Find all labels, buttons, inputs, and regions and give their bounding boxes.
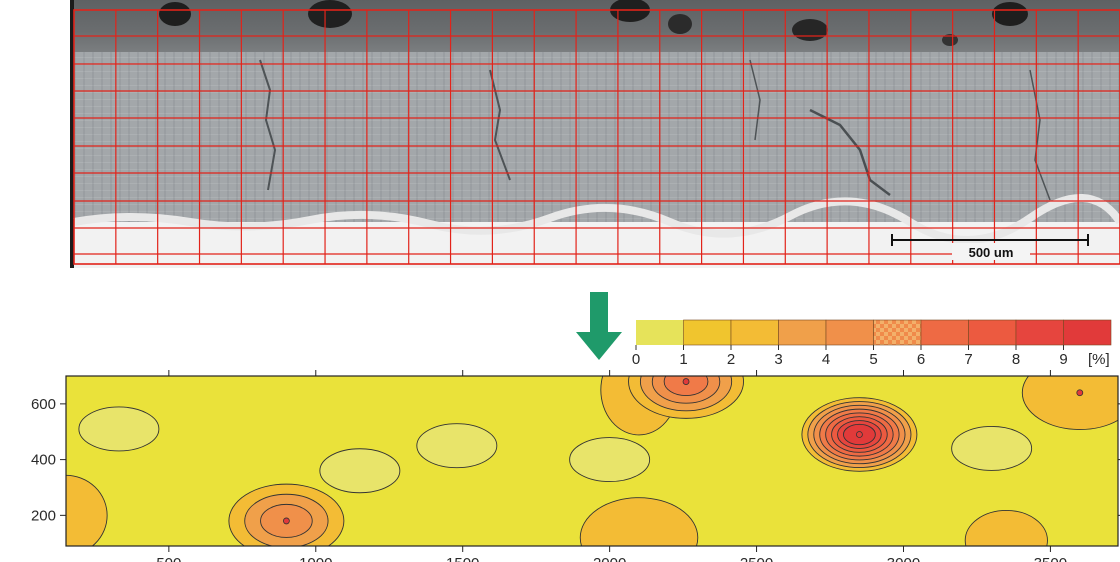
- crack: [1029, 69, 1051, 201]
- micrograph-image: 500 um: [70, 0, 1120, 268]
- color-scale-unit: [%]: [1088, 351, 1110, 368]
- crack: [749, 59, 761, 141]
- contour-warm-region: [66, 474, 108, 546]
- color-scale-tick-label: 3: [774, 351, 782, 368]
- color-scale-cell: [920, 319, 969, 346]
- pore: [792, 19, 828, 41]
- color-scale-cell: [1015, 319, 1064, 346]
- contour-peak: [682, 378, 690, 385]
- contour-heatmap: 500 1000 1500 2000 2500 3000 3500 200 400 600: [31, 370, 1120, 562]
- y-axis-tick-label: 600: [31, 396, 56, 413]
- x-axis-tick-label: 2000: [593, 555, 626, 562]
- color-scale-tick-label: 2: [727, 351, 735, 368]
- x-axis-tick-label: 3500: [1034, 555, 1067, 562]
- contour-hotspot-ring: [1021, 376, 1118, 430]
- color-scale-legend: 0 1 2 3 4 5 6 7 8 9 [%]: [632, 319, 1112, 368]
- color-scale-cell: [778, 319, 827, 346]
- y-axis-tick-label: 400: [31, 452, 56, 469]
- color-scale-cell: [730, 319, 779, 346]
- pore: [942, 34, 958, 46]
- down-arrow-icon: [576, 292, 622, 360]
- interface-edge: [73, 194, 1120, 244]
- contour-low-region: [78, 406, 160, 452]
- color-scale-cell: [825, 319, 874, 346]
- x-axis-tick-label: 2500: [740, 555, 773, 562]
- contour-warm-region: [964, 509, 1048, 546]
- x-axis-tick-label: 1000: [299, 555, 332, 562]
- x-axis-tick-label: 3000: [887, 555, 920, 562]
- contour-low-region: [951, 426, 1033, 471]
- color-scale-cell: [1063, 319, 1112, 346]
- scale-bar-label-bg: [952, 243, 1030, 260]
- color-scale-tick-label: 6: [917, 351, 925, 368]
- pore: [992, 2, 1028, 26]
- color-scale-tick-label: 5: [869, 351, 877, 368]
- color-scale-tick-label: 0: [632, 351, 640, 368]
- micrograph-overlay: 500 um: [73, 0, 1120, 265]
- color-scale-cell: [636, 320, 684, 345]
- crack: [259, 59, 277, 191]
- color-scale-cell: [968, 319, 1017, 346]
- crack: [809, 108, 891, 196]
- contour-low-region: [319, 448, 401, 494]
- y-axis-tick-label: 200: [31, 507, 56, 524]
- color-scale-tick-label: 7: [964, 351, 972, 368]
- contour-peak: [282, 517, 290, 525]
- coating-texture: [74, 50, 1120, 226]
- pore: [668, 14, 692, 34]
- contour-hotspot-ring: [663, 376, 709, 397]
- color-scale-tick-label: 4: [822, 351, 830, 368]
- color-scale-cell: [683, 319, 732, 346]
- plot-frame: [65, 375, 1119, 547]
- color-scale-tick-label: 8: [1012, 351, 1020, 368]
- contour-peak: [856, 431, 863, 438]
- grid-border: [73, 9, 1120, 265]
- color-scale-tick-label: 1: [679, 351, 687, 368]
- contour-peak: [1076, 389, 1084, 397]
- color-scale-tick-label: 9: [1059, 351, 1067, 368]
- measurement-grid: [73, 9, 1120, 265]
- contour-low-region: [416, 423, 498, 469]
- scale-bar-label: 500 um: [969, 245, 1014, 260]
- crack: [489, 69, 511, 181]
- x-axis-tick-label: 500: [156, 555, 181, 562]
- x-axis-tick-label: 1500: [446, 555, 479, 562]
- contour-low-region: [569, 437, 651, 483]
- image-border: [70, 0, 74, 268]
- pore: [308, 0, 352, 28]
- pore: [159, 2, 191, 26]
- pore: [610, 0, 650, 22]
- color-scale-cell: [873, 319, 922, 346]
- contour-warm-region: [579, 497, 699, 546]
